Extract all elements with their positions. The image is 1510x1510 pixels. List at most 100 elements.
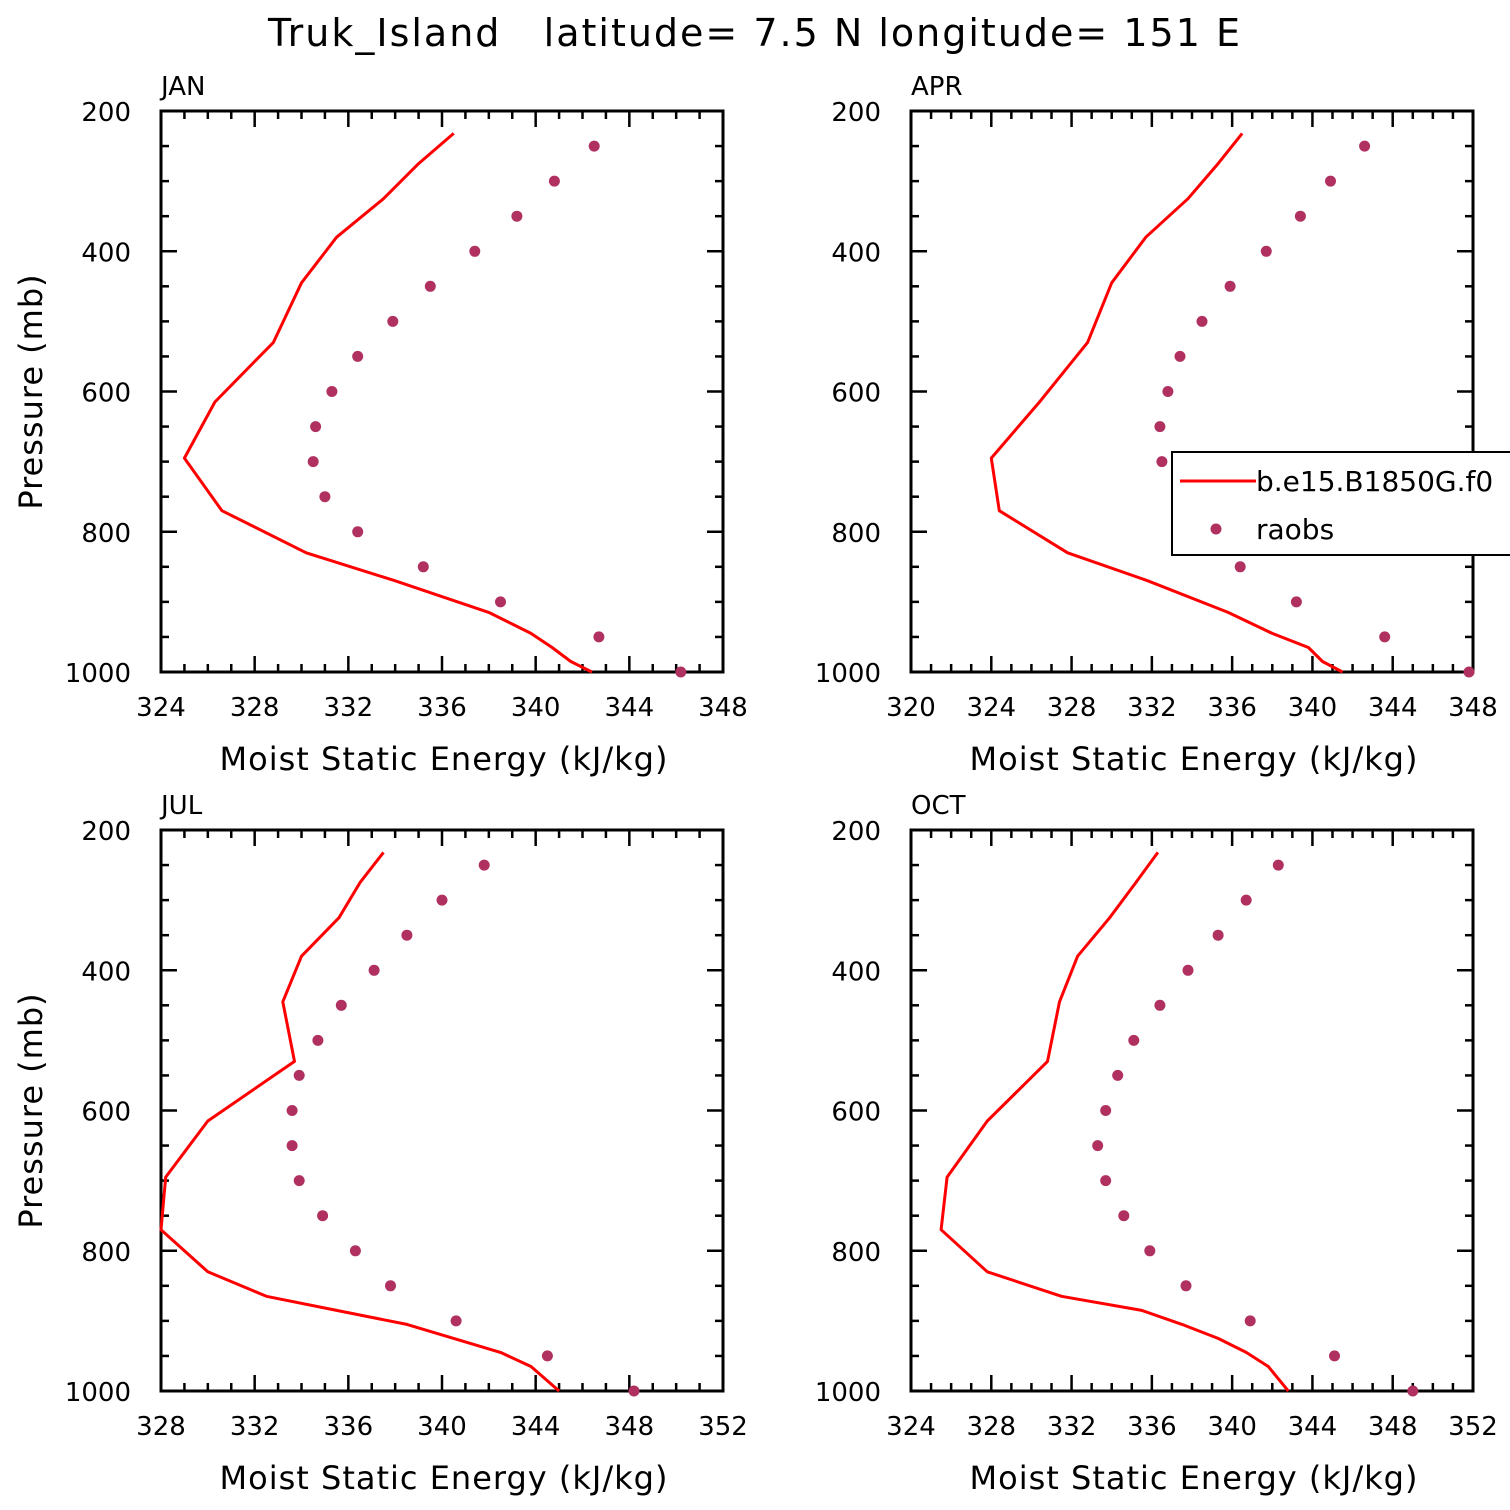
model-profile-line (989, 132, 1344, 674)
legend-label-model: b.e15.B1850G.f0 (1256, 465, 1493, 498)
raobs-point (317, 1210, 329, 1222)
raobs-point (1092, 1140, 1104, 1152)
raobs-point (628, 1385, 640, 1397)
x-tick-label: 340 (1288, 693, 1338, 723)
raobs-point (1359, 140, 1371, 152)
x-tick-label: 324 (966, 693, 1016, 723)
raobs-point (1118, 1210, 1130, 1222)
plot-frame (159, 828, 725, 1393)
x-tick-label: 344 (605, 693, 655, 723)
legend-dot-swatch (1210, 523, 1222, 535)
y-tick-label: 600 (81, 1098, 131, 1128)
x-axis-title: Moist Static Energy (kJ/kg) (220, 1459, 669, 1497)
y-tick-label: 200 (81, 98, 131, 128)
raobs-point (1174, 350, 1186, 362)
raobs-point (286, 1140, 298, 1152)
x-tick-label: 340 (511, 693, 561, 723)
raobs-point (293, 1175, 305, 1187)
chart-panel-oct: OCT 324 328 332 336 340 344 348 352 200 400 600 800 1… (815, 791, 1498, 1497)
raobs-point (1100, 1105, 1112, 1116)
raobs-point (417, 561, 429, 573)
model-profile-line (159, 851, 561, 1393)
x-tick-label: 336 (1127, 1412, 1177, 1442)
x-tick-label: 332 (1047, 1412, 1097, 1442)
x-tick-label: 336 (324, 1412, 374, 1442)
x-tick-label: 348 (1448, 693, 1498, 723)
x-tick-label: 340 (1207, 1412, 1257, 1442)
y-axis-title: Pressure (mb) (12, 273, 50, 509)
raobs-point (1128, 1034, 1140, 1046)
raobs-point (1212, 929, 1224, 941)
x-tick-label: 348 (605, 1412, 655, 1442)
raobs-point (1463, 666, 1475, 678)
raobs-point (1100, 1175, 1112, 1187)
y-tick-label: 200 (81, 817, 131, 847)
raobs-point (424, 280, 436, 292)
raobs-point (1180, 1280, 1192, 1292)
chart-panel-apr: APR 320 324 328 332 336 340 344 348 200 400 600 800 1… (815, 72, 1510, 778)
raobs-point (387, 315, 399, 327)
raobs-point (1260, 245, 1272, 257)
raobs-point (1272, 859, 1284, 871)
raobs-point (319, 491, 331, 503)
y-tick-label: 200 (831, 817, 881, 847)
x-tick-label: 332 (324, 693, 374, 723)
x-axis-title: Moist Static Energy (kJ/kg) (220, 740, 669, 778)
panels-group: JAN 324 328 332 336 340 344 348 200 400 600 800 1000… (12, 72, 1510, 1497)
chart-panel-jan: JAN 324 328 332 336 340 344 348 200 400 600 800 1000… (12, 72, 748, 778)
raobs-point (385, 1280, 396, 1292)
x-tick-label: 328 (966, 1412, 1016, 1442)
y-tick-label: 1000 (65, 659, 131, 689)
raobs-point (1329, 1350, 1340, 1362)
raobs-point (312, 1034, 324, 1046)
y-tick-label: 600 (831, 1098, 881, 1128)
x-axis-title: Moist Static Energy (kJ/kg) (970, 1459, 1419, 1497)
x-tick-label: 320 (886, 693, 936, 723)
y-tick-label: 400 (831, 957, 881, 987)
y-tick-label: 600 (831, 379, 881, 409)
raobs-point (349, 1245, 361, 1257)
y-tick-label: 800 (831, 1238, 881, 1268)
x-axis-title: Moist Static Energy (kJ/kg) (970, 740, 1419, 778)
x-tick-label: 324 (886, 1412, 936, 1442)
raobs-point (1112, 1069, 1124, 1081)
y-tick-label: 400 (831, 238, 881, 268)
y-axis-title: Pressure (mb) (12, 992, 50, 1228)
raobs-point (1196, 315, 1208, 327)
plot-frame (159, 109, 725, 674)
x-tick-label: 336 (1207, 693, 1257, 723)
x-tick-label: 348 (698, 693, 748, 723)
model-profile-line (939, 851, 1290, 1392)
raobs-point (1407, 1385, 1419, 1397)
x-tick-label: 328 (230, 693, 280, 723)
raobs-point (352, 350, 364, 362)
raobs-point (1240, 894, 1252, 906)
x-tick-label: 344 (511, 1412, 561, 1442)
raobs-point (293, 1069, 305, 1081)
raobs-point (368, 964, 380, 976)
raobs-point (1162, 386, 1174, 397)
x-tick-label: 352 (1448, 1412, 1498, 1442)
panel-label: JAN (159, 72, 205, 102)
raobs-point (1294, 210, 1306, 222)
raobs-point (1144, 1245, 1156, 1257)
x-tick-label: 324 (136, 693, 186, 723)
y-tick-label: 1000 (815, 1378, 881, 1408)
raobs-point (593, 631, 605, 643)
plot-frame (909, 828, 1475, 1393)
panel-label: JUL (159, 791, 203, 821)
raobs-point (1379, 631, 1391, 643)
y-tick-label: 200 (831, 98, 881, 128)
raobs-point (1234, 561, 1246, 573)
raobs-point (450, 1315, 462, 1327)
x-tick-label: 348 (1368, 1412, 1418, 1442)
raobs-point (675, 666, 687, 678)
x-tick-label: 352 (698, 1412, 748, 1442)
chart-panel-jul: JUL 328 332 336 340 344 348 352 200 400 600 800 1000… (12, 791, 748, 1497)
x-tick-label: 336 (417, 693, 467, 723)
raobs-point (1154, 421, 1166, 433)
panel-label: APR (911, 72, 963, 102)
raobs-point (326, 386, 338, 397)
y-tick-label: 800 (81, 1238, 131, 1268)
